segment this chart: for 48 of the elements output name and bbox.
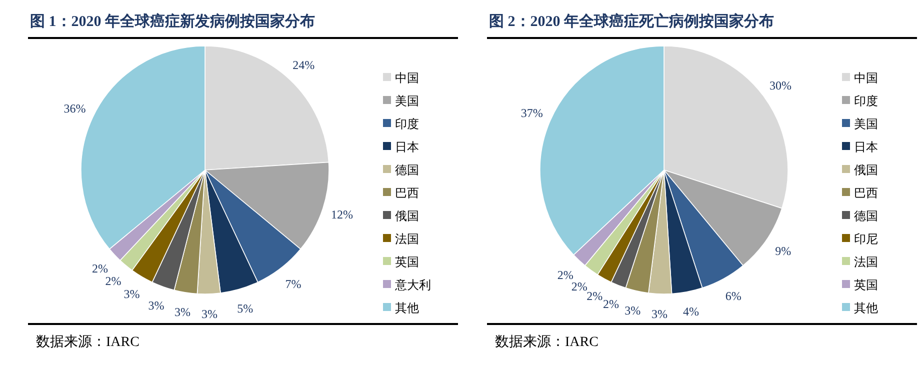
legend-label: 其他 (854, 301, 878, 315)
legend-label: 英国 (395, 255, 419, 269)
data-label: 2% (92, 262, 108, 276)
legend-label: 德国 (395, 163, 419, 177)
legend-label: 法国 (854, 255, 878, 269)
legend-label: 中国 (854, 71, 878, 85)
data-label: 3% (624, 304, 641, 318)
legend-label: 意大利 (394, 278, 431, 292)
data-label: 3% (202, 306, 218, 321)
legend-label: 俄国 (395, 209, 419, 223)
data-label: 2% (586, 289, 603, 304)
legend-label: 法国 (395, 232, 419, 246)
legend-label: 其他 (395, 301, 419, 315)
chart-title: 图 1：2020 年全球癌症新发病例按国家分布 (30, 12, 315, 30)
data-label: 3% (651, 306, 668, 321)
legend-label: 印度 (395, 117, 419, 131)
data-label: 30% (770, 78, 792, 92)
legend-label: 巴西 (854, 186, 878, 200)
data-label: 5% (237, 301, 254, 316)
data-label: 2% (602, 296, 619, 311)
legend-label: 日本 (395, 140, 419, 154)
data-label: 2% (557, 268, 574, 282)
data-label: 2% (571, 280, 588, 294)
legend-label: 英国 (854, 278, 878, 292)
legend-label: 德国 (854, 209, 878, 223)
legend-label: 美国 (854, 117, 878, 131)
data-label: 9% (775, 244, 792, 258)
data-label: 7% (285, 276, 302, 291)
legend-label: 美国 (395, 94, 419, 108)
chart-title: 图 2：2020 年全球癌症死亡病例按国家分布 (489, 12, 774, 30)
data-label: 2% (105, 274, 122, 288)
data-label: 3% (124, 286, 140, 301)
source-note: 数据来源：IARC (36, 334, 140, 350)
legend-label: 俄国 (854, 163, 878, 177)
legend-label: 中国 (395, 71, 419, 85)
legend-label: 印尼 (854, 232, 878, 246)
data-label: 24% (292, 58, 315, 72)
data-label: 12% (330, 208, 353, 222)
data-label: 3% (174, 305, 190, 320)
legend-label: 日本 (854, 140, 878, 154)
data-label: 36% (64, 102, 86, 116)
data-label: 3% (148, 298, 164, 312)
source-note: 数据来源：IARC (495, 334, 598, 350)
data-label: 6% (725, 289, 742, 304)
data-label: 4% (682, 304, 699, 318)
data-label: 37% (520, 106, 543, 120)
legend-label: 巴西 (395, 186, 419, 200)
legend-label: 印度 (854, 94, 878, 108)
